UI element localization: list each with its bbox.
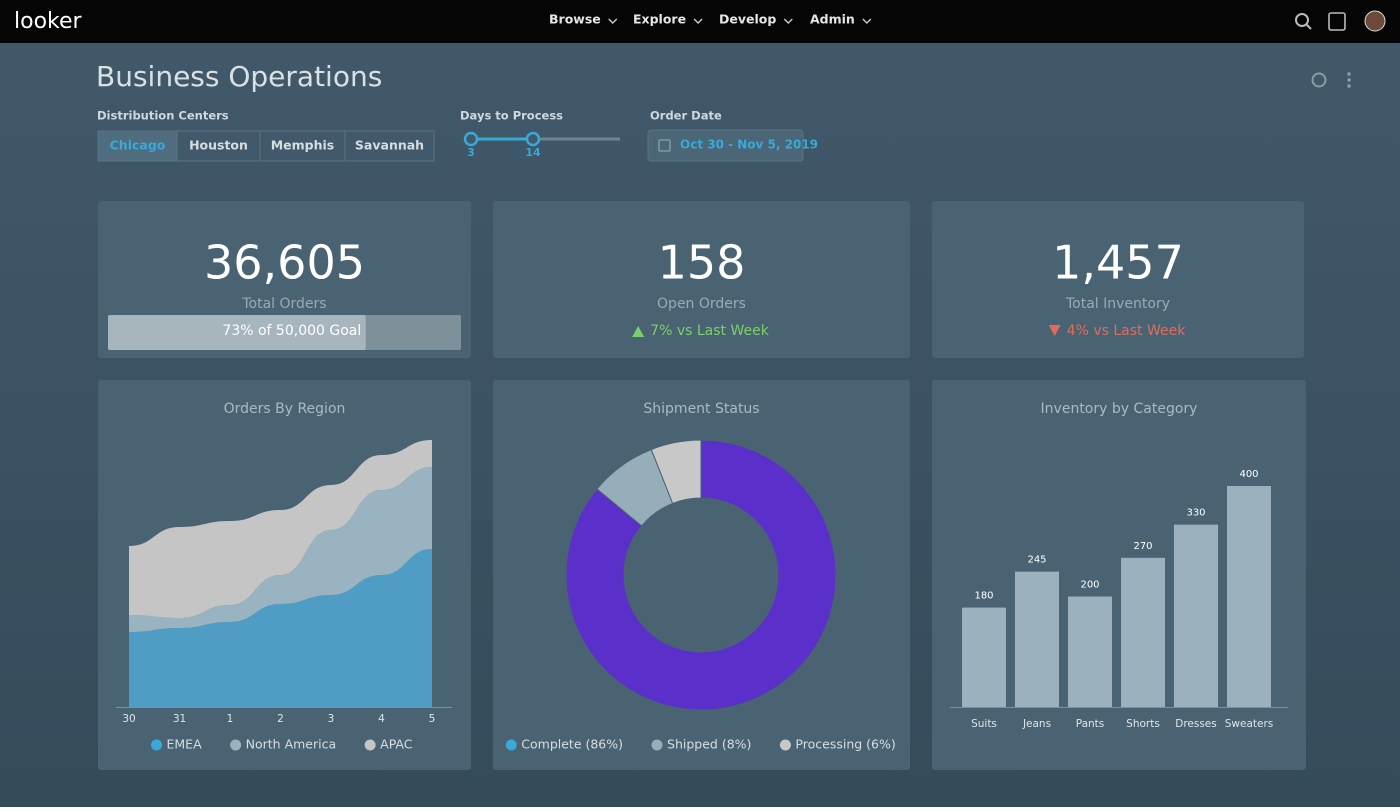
- tile: [493, 201, 910, 358]
- avatar[interactable]: [1364, 10, 1386, 32]
- date-value: Oct 30 - Nov 5, 2019: [680, 138, 818, 152]
- legend-swatch: [779, 739, 791, 751]
- x-tick-label: 2: [277, 713, 284, 725]
- data-label: 180: [974, 591, 993, 602]
- legend-label: EMEA: [167, 737, 203, 752]
- chevron: [693, 18, 703, 24]
- data-label: 330: [1186, 508, 1205, 519]
- page-title: Business Operations: [96, 60, 382, 93]
- slider-handle[interactable]: [525, 131, 541, 147]
- help-icon[interactable]: [1328, 12, 1346, 31]
- kpi-value: 158: [658, 236, 746, 290]
- chart-title: Inventory by Category: [1041, 401, 1198, 417]
- x-tick-label: Dresses: [1175, 718, 1217, 730]
- tile: [932, 201, 1304, 358]
- x-tick-label: 1: [227, 713, 234, 725]
- logo[interactable]: looker: [14, 9, 83, 34]
- progress-fill: [108, 315, 366, 350]
- filter-tab-label: Savannah: [355, 138, 424, 153]
- chevron: [783, 18, 793, 24]
- x-tick-label: 5: [429, 713, 436, 725]
- x-tick-label: 31: [173, 713, 186, 725]
- kpi-label: Open Orders: [657, 296, 746, 312]
- area: [129, 440, 432, 618]
- date-filter[interactable]: [647, 129, 804, 162]
- slider-handle[interactable]: [463, 131, 479, 147]
- filter-label: Distribution Centers: [97, 109, 229, 123]
- x-tick-label: 4: [378, 713, 385, 725]
- legend-swatch: [651, 739, 663, 751]
- bar: [1121, 557, 1165, 707]
- kpi-value: 1,457: [1052, 236, 1184, 290]
- search-icon-handle: [1305, 23, 1312, 30]
- kpi-value: 36,605: [204, 236, 365, 290]
- kpi-change: 4% vs Last Week: [1067, 323, 1187, 339]
- kpi-change: 7% vs Last Week: [650, 323, 770, 339]
- legend-label: Shipped (8%): [667, 737, 751, 752]
- bar: [1227, 486, 1271, 707]
- kpi-label: Total Orders: [241, 296, 326, 312]
- bar: [1068, 596, 1112, 707]
- calendar-icon: [658, 139, 671, 152]
- legend-swatch: [364, 739, 376, 751]
- data-label: 400: [1239, 469, 1258, 480]
- legend-label: North America: [246, 737, 337, 752]
- data-label: 245: [1027, 555, 1046, 566]
- tile: [493, 380, 910, 770]
- x-tick-label: Pants: [1076, 718, 1105, 730]
- nav-item[interactable]: Browse: [549, 12, 601, 27]
- area: [129, 467, 432, 632]
- filter-label: Order Date: [650, 109, 722, 123]
- chevron: [862, 18, 872, 24]
- chart-title: Orders By Region: [224, 401, 346, 417]
- x-tick-label: 30: [122, 713, 135, 725]
- bar: [1015, 571, 1059, 707]
- filter-tab-label: Memphis: [271, 138, 335, 153]
- area: [129, 549, 432, 707]
- filter-label: Days to Process: [460, 109, 563, 123]
- x-tick-label: Suits: [971, 718, 997, 730]
- bar: [1174, 524, 1218, 707]
- x-tick-label: 3: [328, 713, 335, 725]
- slider-value: 14: [525, 146, 541, 159]
- trend-arrow: [1048, 325, 1061, 336]
- legend-label: APAC: [380, 737, 413, 752]
- pie-slice: [650, 439, 702, 505]
- filter-tab-label: Chicago: [110, 138, 166, 153]
- nav-item[interactable]: Develop: [719, 12, 776, 27]
- progress-label: 73% of 50,000 Goal: [222, 323, 361, 339]
- x-tick-label: Jeans: [1022, 718, 1051, 730]
- chart-title: Shipment Status: [643, 401, 759, 417]
- filter-tab-label: Houston: [189, 138, 248, 153]
- chevron: [608, 18, 618, 24]
- slider-value: 3: [467, 146, 475, 159]
- refresh-icon[interactable]: [1311, 72, 1327, 88]
- filter-tab[interactable]: [176, 130, 261, 162]
- data-label: 270: [1133, 541, 1152, 552]
- filter-tab[interactable]: [344, 130, 435, 162]
- search-icon[interactable]: [1295, 13, 1309, 27]
- trend-arrow: [632, 326, 645, 337]
- kpi-label: Total Inventory: [1065, 296, 1170, 312]
- menu-icon[interactable]: [1347, 72, 1351, 88]
- data-label: 200: [1080, 580, 1099, 591]
- legend-swatch: [230, 739, 242, 751]
- nav-item[interactable]: Admin: [810, 12, 855, 27]
- legend-label: Processing (6%): [795, 737, 895, 752]
- nav-item[interactable]: Explore: [633, 12, 686, 27]
- bar: [962, 607, 1006, 707]
- x-tick-label: Sweaters: [1225, 718, 1274, 730]
- x-tick-label: Shorts: [1126, 718, 1160, 730]
- legend-swatch: [151, 739, 162, 751]
- pie-slice: [565, 439, 837, 711]
- legend-label: Complete (86%): [521, 737, 623, 752]
- legend-swatch: [505, 739, 517, 751]
